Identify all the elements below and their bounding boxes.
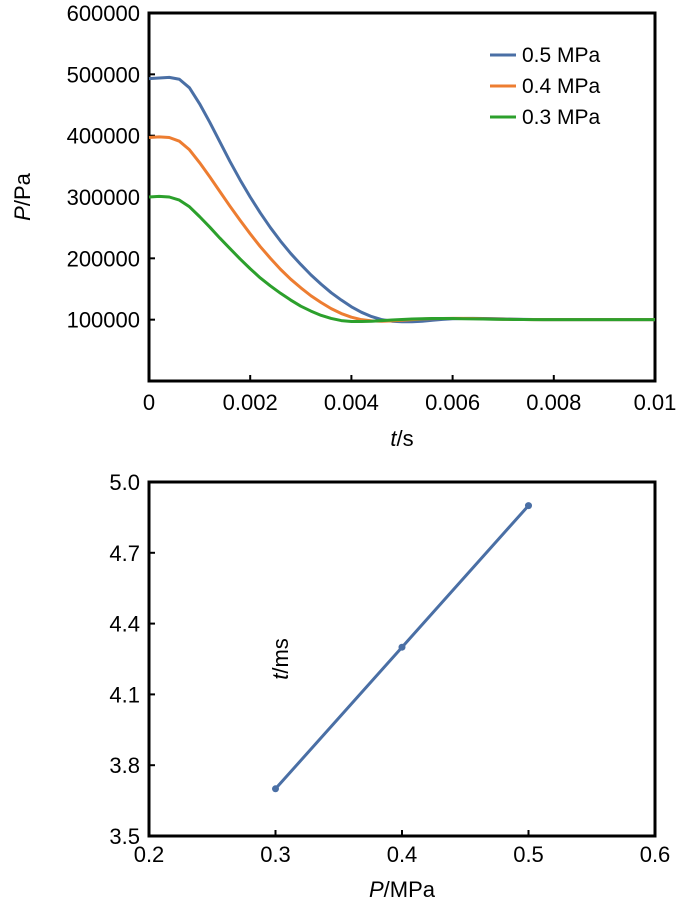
legend-label: 0.3 MPa bbox=[522, 106, 601, 129]
data-point bbox=[398, 643, 406, 651]
y-tick-label: 300000 bbox=[67, 185, 140, 210]
y-tick-label: 200000 bbox=[67, 246, 140, 271]
y-tick-label: 3.5 bbox=[109, 824, 140, 849]
y-tick-label: 600000 bbox=[67, 1, 140, 26]
series-line-2 bbox=[148, 194, 655, 324]
data-point bbox=[272, 785, 279, 793]
y-tick-label: 3.8 bbox=[109, 753, 140, 778]
x-tick-label: 0.6 bbox=[640, 842, 671, 867]
y-tick-label: 5.0 bbox=[109, 470, 140, 495]
x-tick-label: 0.5 bbox=[513, 842, 544, 867]
y-tick-label: 100000 bbox=[67, 308, 140, 333]
x-tick-label: 0.004 bbox=[324, 390, 379, 415]
x-tick-label: 0.4 bbox=[387, 842, 418, 867]
data-point bbox=[525, 502, 532, 510]
x-tick-label: 0.006 bbox=[425, 390, 480, 415]
x-tick-label: 0.3 bbox=[260, 842, 291, 867]
x-tick-label: 0.008 bbox=[526, 390, 581, 415]
x-tick-label: 0.01 bbox=[634, 390, 677, 415]
x-tick-label: 0.002 bbox=[223, 390, 278, 415]
time-vs-pressure-chart: 0.2 0.3 0.4 0.5 0.6 3.5 3.8 4.1 4.4 4.7 5.0 P/MPa t/… bbox=[109, 470, 670, 902]
y-tick-label: 4.4 bbox=[109, 612, 140, 637]
y-tick-label: 4.7 bbox=[109, 541, 140, 566]
y-axis-label: P/Pa bbox=[10, 172, 35, 220]
x-axis-label: P/MPa bbox=[369, 877, 436, 902]
x-tick-label: 0.2 bbox=[134, 842, 165, 867]
y-axis-label: t/ms bbox=[268, 638, 293, 680]
x-tick-label: 0 bbox=[143, 390, 155, 415]
plot-frame bbox=[147, 480, 657, 838]
y-tick-label: 400000 bbox=[67, 124, 140, 149]
series-line-1 bbox=[148, 135, 655, 323]
x-axis-label: t/s bbox=[390, 426, 413, 451]
legend-label: 0.4 MPa bbox=[522, 75, 601, 98]
legend-label: 0.5 MPa bbox=[522, 44, 601, 67]
y-tick-label: 500000 bbox=[67, 62, 140, 87]
pressure-vs-time-chart: 0 0.002 0.004 0.006 0.008 0.01 100000 200000 300… bbox=[10, 1, 676, 451]
y-tick-label: 4.1 bbox=[109, 682, 140, 707]
